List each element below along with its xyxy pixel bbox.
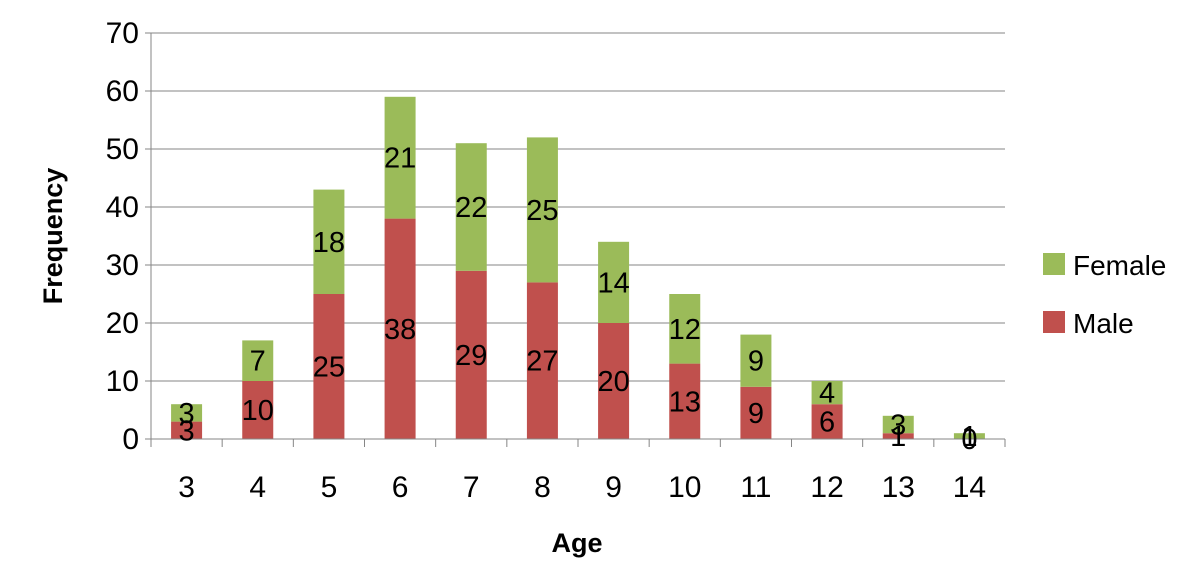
data-label-male: 3 — [179, 415, 195, 447]
data-label-female: 25 — [526, 195, 558, 227]
axes — [145, 32, 1006, 447]
y-axis-ticks: 0 10 20 30 40 50 60 70 — [106, 17, 139, 456]
data-label-female: 9 — [748, 346, 764, 378]
bar-female — [526, 137, 558, 283]
bar-male — [882, 433, 914, 439]
bar-male — [598, 323, 630, 439]
data-label-male: 27 — [526, 346, 558, 378]
data-label-male: 29 — [455, 340, 487, 372]
data-label-male: 6 — [819, 407, 835, 439]
bar-male — [242, 381, 274, 439]
data-label-female: 18 — [313, 227, 345, 259]
x-axis-title: Age — [551, 528, 602, 558]
x-tick-label: 4 — [249, 471, 266, 504]
x-tick-label: 12 — [810, 471, 843, 504]
bar-female — [669, 294, 701, 364]
bar-male — [171, 421, 203, 439]
bar-male — [740, 386, 772, 439]
data-label-female: 14 — [597, 267, 629, 299]
y-tick-label: 70 — [106, 17, 139, 50]
bar-female — [242, 340, 274, 381]
y-tick-label: 0 — [122, 423, 139, 456]
bars — [171, 96, 985, 439]
y-tick-label: 60 — [106, 75, 139, 108]
data-label-male: 9 — [748, 398, 764, 430]
bar-female — [455, 143, 487, 271]
bar-male — [384, 218, 416, 439]
legend-label-female: Female — [1073, 250, 1166, 281]
bar-female — [598, 241, 630, 323]
data-label-female: 12 — [669, 314, 701, 346]
bar-male — [526, 282, 558, 439]
x-tick-label: 3 — [178, 471, 195, 504]
data-label-male: 13 — [669, 386, 701, 418]
bar-female — [384, 96, 416, 219]
data-label-female: 7 — [250, 346, 266, 378]
gridlines — [151, 32, 1005, 382]
legend-swatch-female — [1043, 253, 1065, 275]
x-tick-label: 6 — [392, 471, 409, 504]
data-label-female: 4 — [819, 378, 835, 410]
x-tick-label: 14 — [953, 471, 986, 504]
y-axis-title: Frequency — [38, 168, 68, 305]
bar-male — [669, 363, 701, 439]
x-axis-ticks: 3 4 5 6 7 8 9 10 11 12 13 14 — [178, 471, 986, 504]
y-tick-label: 30 — [106, 249, 139, 282]
data-label-female: 3 — [179, 398, 195, 430]
data-label-male: 10 — [242, 395, 274, 427]
data-label-male: 20 — [597, 366, 629, 398]
y-tick-label: 10 — [106, 365, 139, 398]
data-label-male: 1 — [890, 421, 906, 453]
y-tick-label: 50 — [106, 133, 139, 166]
data-label-male: 38 — [384, 314, 416, 346]
x-tick-label: 11 — [740, 471, 771, 504]
legend-swatch-male — [1043, 311, 1065, 333]
y-tick-label: 20 — [106, 307, 139, 340]
data-label-female: 22 — [455, 192, 487, 224]
x-tick-label: 7 — [463, 471, 480, 504]
data-label-male: 0 — [961, 424, 977, 456]
bar-male — [313, 294, 345, 439]
data-label-male: 25 — [313, 352, 345, 384]
data-label-female: 1 — [961, 421, 977, 453]
x-tick-label: 9 — [605, 471, 622, 504]
data-label-female: 3 — [890, 410, 906, 442]
bar-male — [455, 270, 487, 439]
bar-female — [313, 189, 345, 294]
x-tick-label: 5 — [321, 471, 338, 504]
bar-female — [953, 433, 985, 439]
bar-male — [811, 404, 843, 439]
legend-label-male: Male — [1073, 308, 1134, 339]
x-tick-label: 13 — [882, 471, 915, 504]
legend: Female Male — [1043, 250, 1166, 339]
bar-female — [882, 415, 914, 434]
bar-female — [811, 381, 843, 405]
bar-female — [171, 404, 203, 422]
data-label-female: 21 — [384, 143, 416, 175]
y-tick-label: 40 — [106, 191, 139, 224]
x-tick-label: 10 — [668, 471, 701, 504]
bar-female — [740, 334, 772, 387]
x-tick-label: 8 — [534, 471, 551, 504]
